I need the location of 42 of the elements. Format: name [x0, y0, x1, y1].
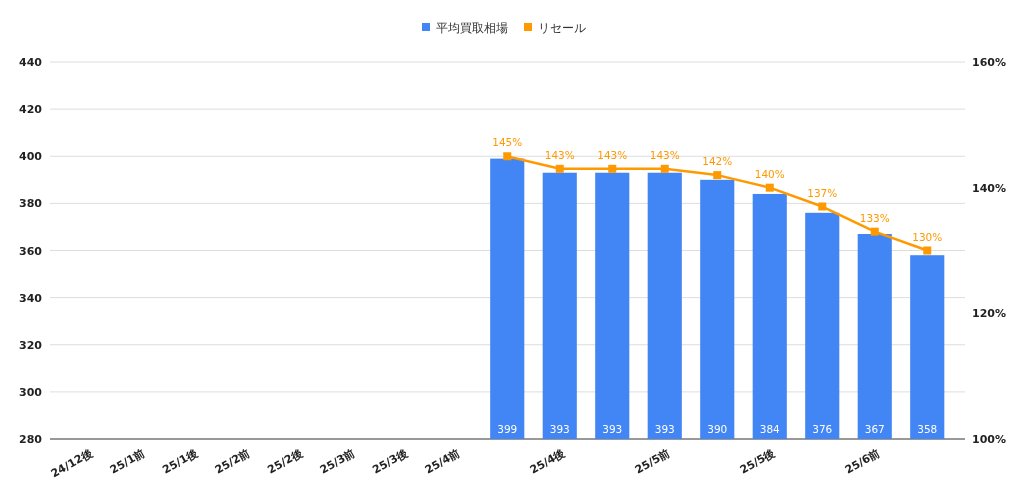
y-tick-label: 360	[19, 244, 43, 258]
y2-tick-label: 160%	[972, 56, 1006, 69]
data-label: 399	[497, 423, 518, 435]
y2-tick-label: 140%	[972, 181, 1006, 195]
data-label: 142%	[702, 155, 733, 168]
legend-label: 平均買取相場	[436, 21, 508, 35]
point	[765, 183, 774, 192]
data-label: 393	[654, 423, 675, 435]
point	[503, 152, 512, 161]
point	[713, 171, 722, 180]
data-label: 143%	[597, 148, 628, 161]
point	[870, 227, 879, 236]
point	[818, 202, 827, 211]
y2-tick-label: 100%	[972, 433, 1006, 446]
point	[923, 246, 932, 255]
data-label: 143%	[544, 148, 575, 161]
y-tick-label: 340	[19, 291, 43, 305]
data-label: 358	[917, 423, 938, 435]
y-tick-label: 320	[19, 338, 43, 352]
data-label: 133%	[859, 211, 890, 224]
data-label: 130%	[912, 230, 943, 243]
data-label: 137%	[807, 186, 838, 199]
y-tick-label: 420	[19, 103, 43, 117]
point	[608, 164, 617, 173]
data-label: 140%	[754, 167, 785, 180]
y-tick-label: 440	[19, 56, 43, 69]
point	[555, 164, 564, 173]
y-tick-label: 300	[19, 385, 43, 399]
point	[660, 164, 669, 173]
y-tick-label: 380	[19, 197, 43, 211]
data-label: 393	[602, 423, 623, 435]
y2-tick-label: 120%	[972, 307, 1006, 321]
legend-label: リセール	[538, 21, 586, 35]
data-label: 384	[759, 423, 781, 435]
data-label: 143%	[649, 148, 680, 161]
data-label: 390	[707, 423, 728, 435]
data-label: 376	[812, 423, 833, 435]
data-label: 367	[864, 423, 885, 435]
y-tick-label: 400	[19, 150, 43, 164]
data-label: 393	[549, 423, 570, 435]
y-tick-label: 280	[19, 433, 43, 446]
data-label: 145%	[492, 136, 523, 149]
